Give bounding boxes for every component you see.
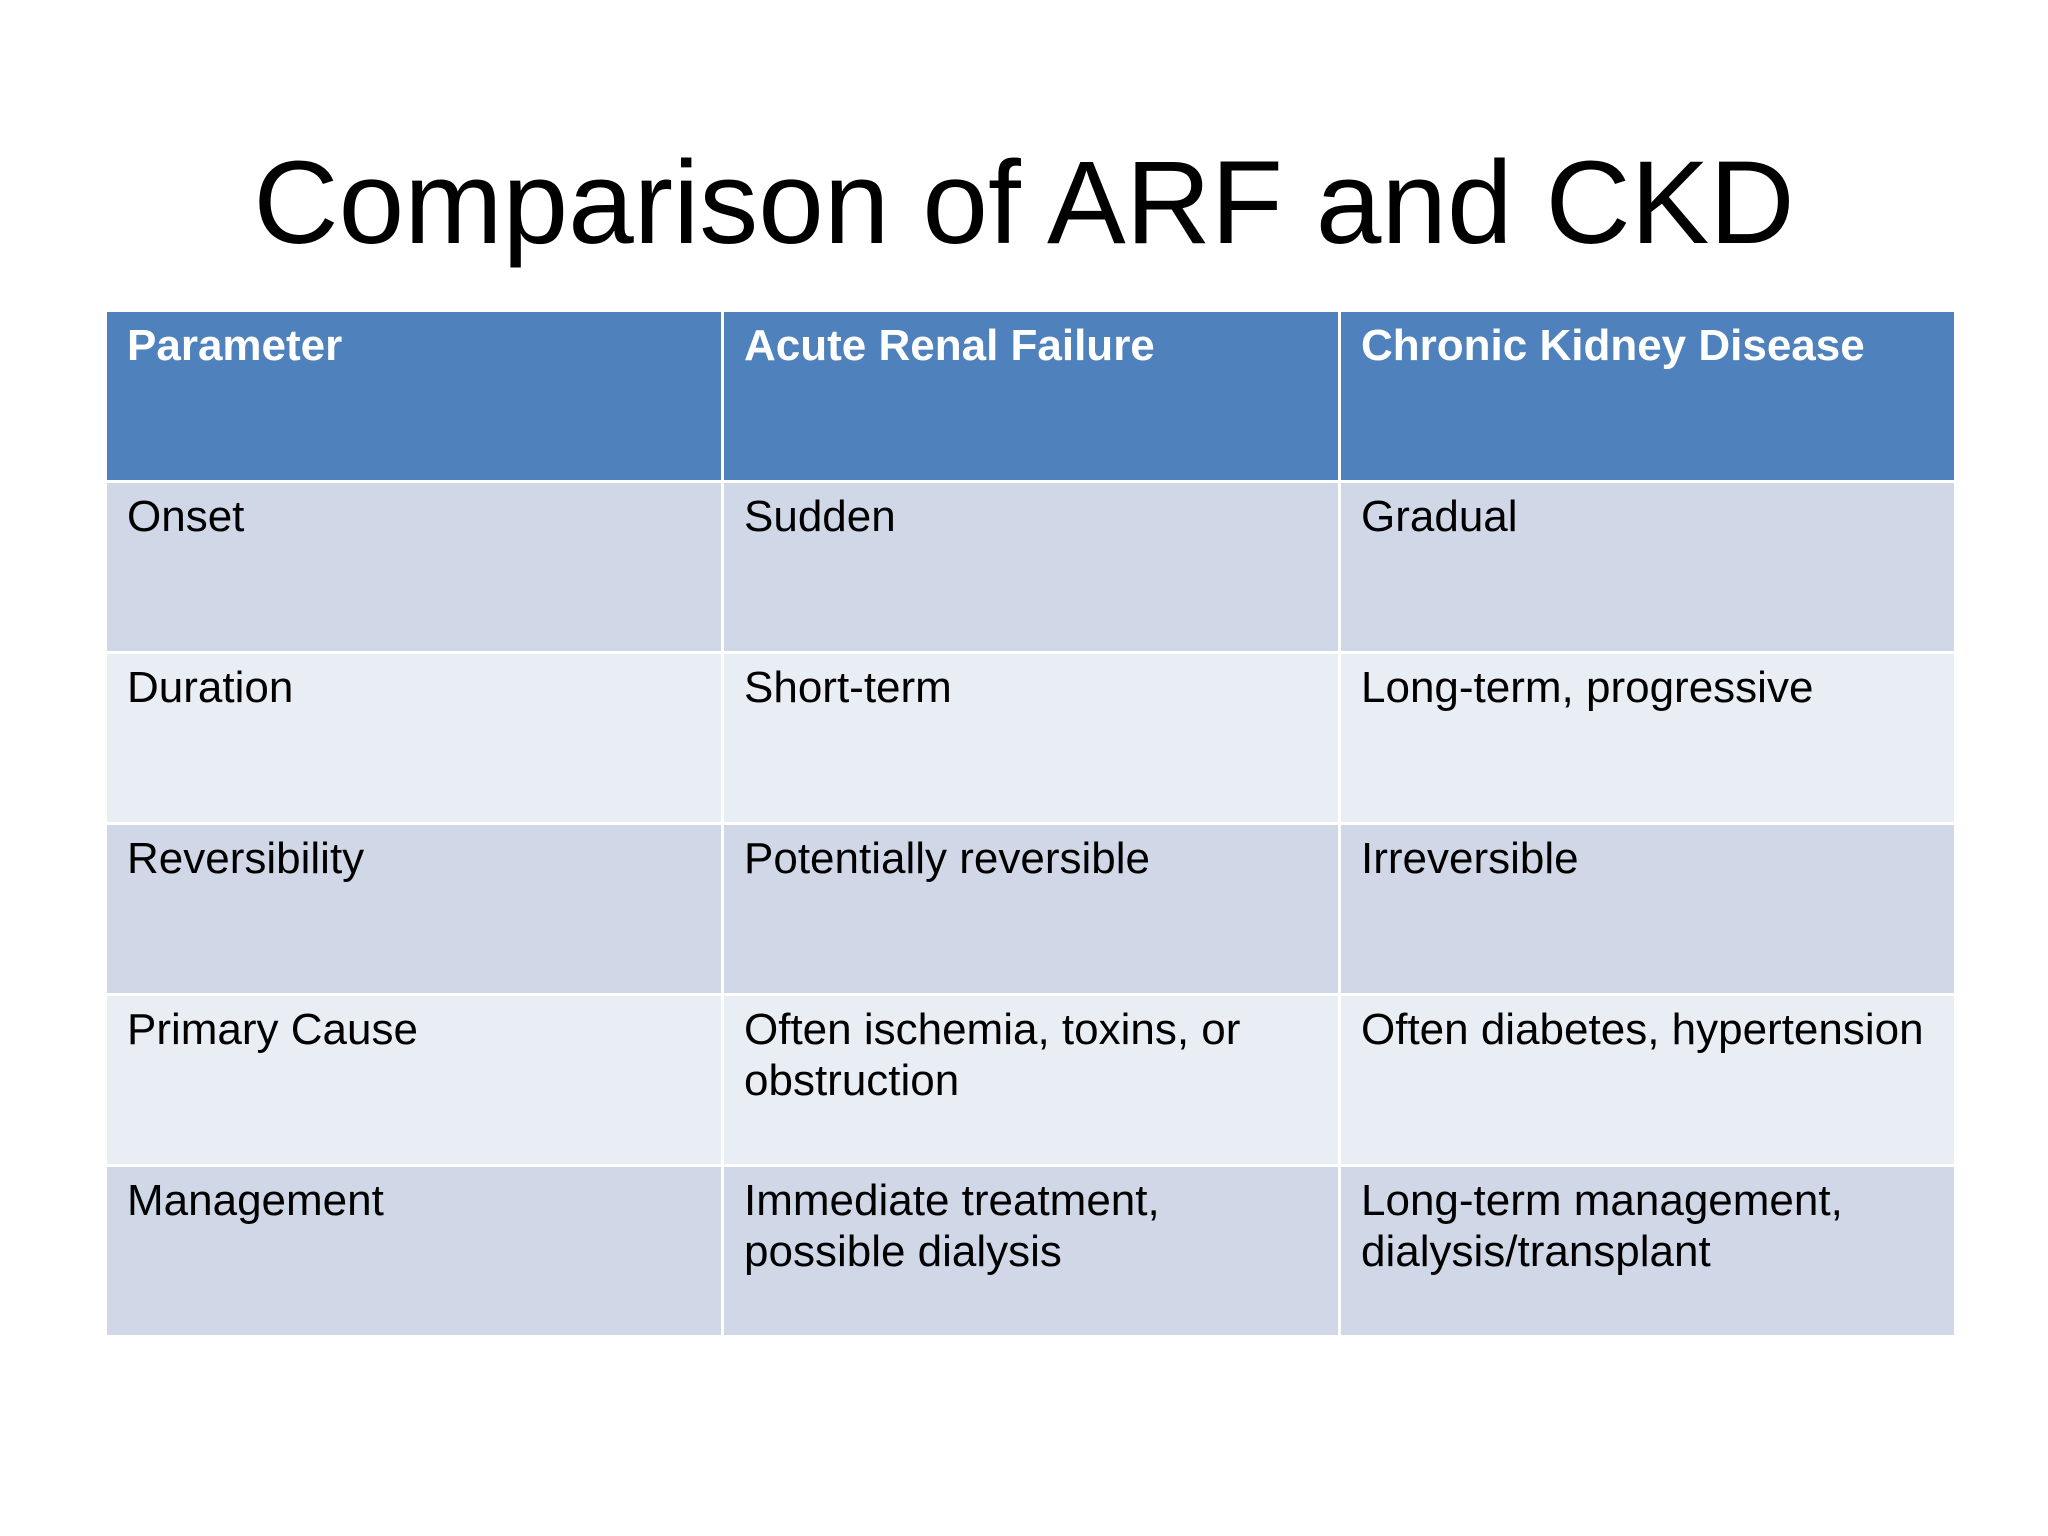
header-acute-renal-failure: Acute Renal Failure: [721, 309, 1341, 483]
cell-arf: Immediate treatment, possible dialysis: [721, 1164, 1341, 1338]
table-row: Onset Sudden Gradual: [104, 480, 1957, 654]
cell-parameter: Primary Cause: [104, 993, 724, 1167]
cell-ckd: Gradual: [1338, 480, 1957, 654]
header-chronic-kidney-disease: Chronic Kidney Disease: [1338, 309, 1957, 483]
cell-ckd: Often diabetes, hypertension: [1338, 993, 1957, 1167]
cell-arf: Sudden: [721, 480, 1341, 654]
slide-title: Comparison of ARF and CKD: [253, 137, 1795, 269]
table-row: Management Immediate treatment, possible…: [104, 1164, 1957, 1338]
cell-parameter: Onset: [104, 480, 724, 654]
cell-parameter: Duration: [104, 651, 724, 825]
comparison-table: Parameter Acute Renal Failure Chronic Ki…: [104, 309, 1957, 1338]
cell-parameter: Reversibility: [104, 822, 724, 996]
cell-parameter: Management: [104, 1164, 724, 1338]
header-parameter: Parameter: [104, 309, 724, 483]
cell-ckd: Long-term, progressive: [1338, 651, 1957, 825]
cell-arf: Short-term: [721, 651, 1341, 825]
table-row: Reversibility Potentially reversible Irr…: [104, 822, 1957, 996]
cell-ckd: Long-term management, dialysis/transplan…: [1338, 1164, 1957, 1338]
table-row: Primary Cause Often ischemia, toxins, or…: [104, 993, 1957, 1167]
cell-arf: Often ischemia, toxins, or obstruction: [721, 993, 1341, 1167]
cell-ckd: Irreversible: [1338, 822, 1957, 996]
table-row: Duration Short-term Long-term, progressi…: [104, 651, 1957, 825]
cell-arf: Potentially reversible: [721, 822, 1341, 996]
table-header-row: Parameter Acute Renal Failure Chronic Ki…: [104, 309, 1957, 483]
